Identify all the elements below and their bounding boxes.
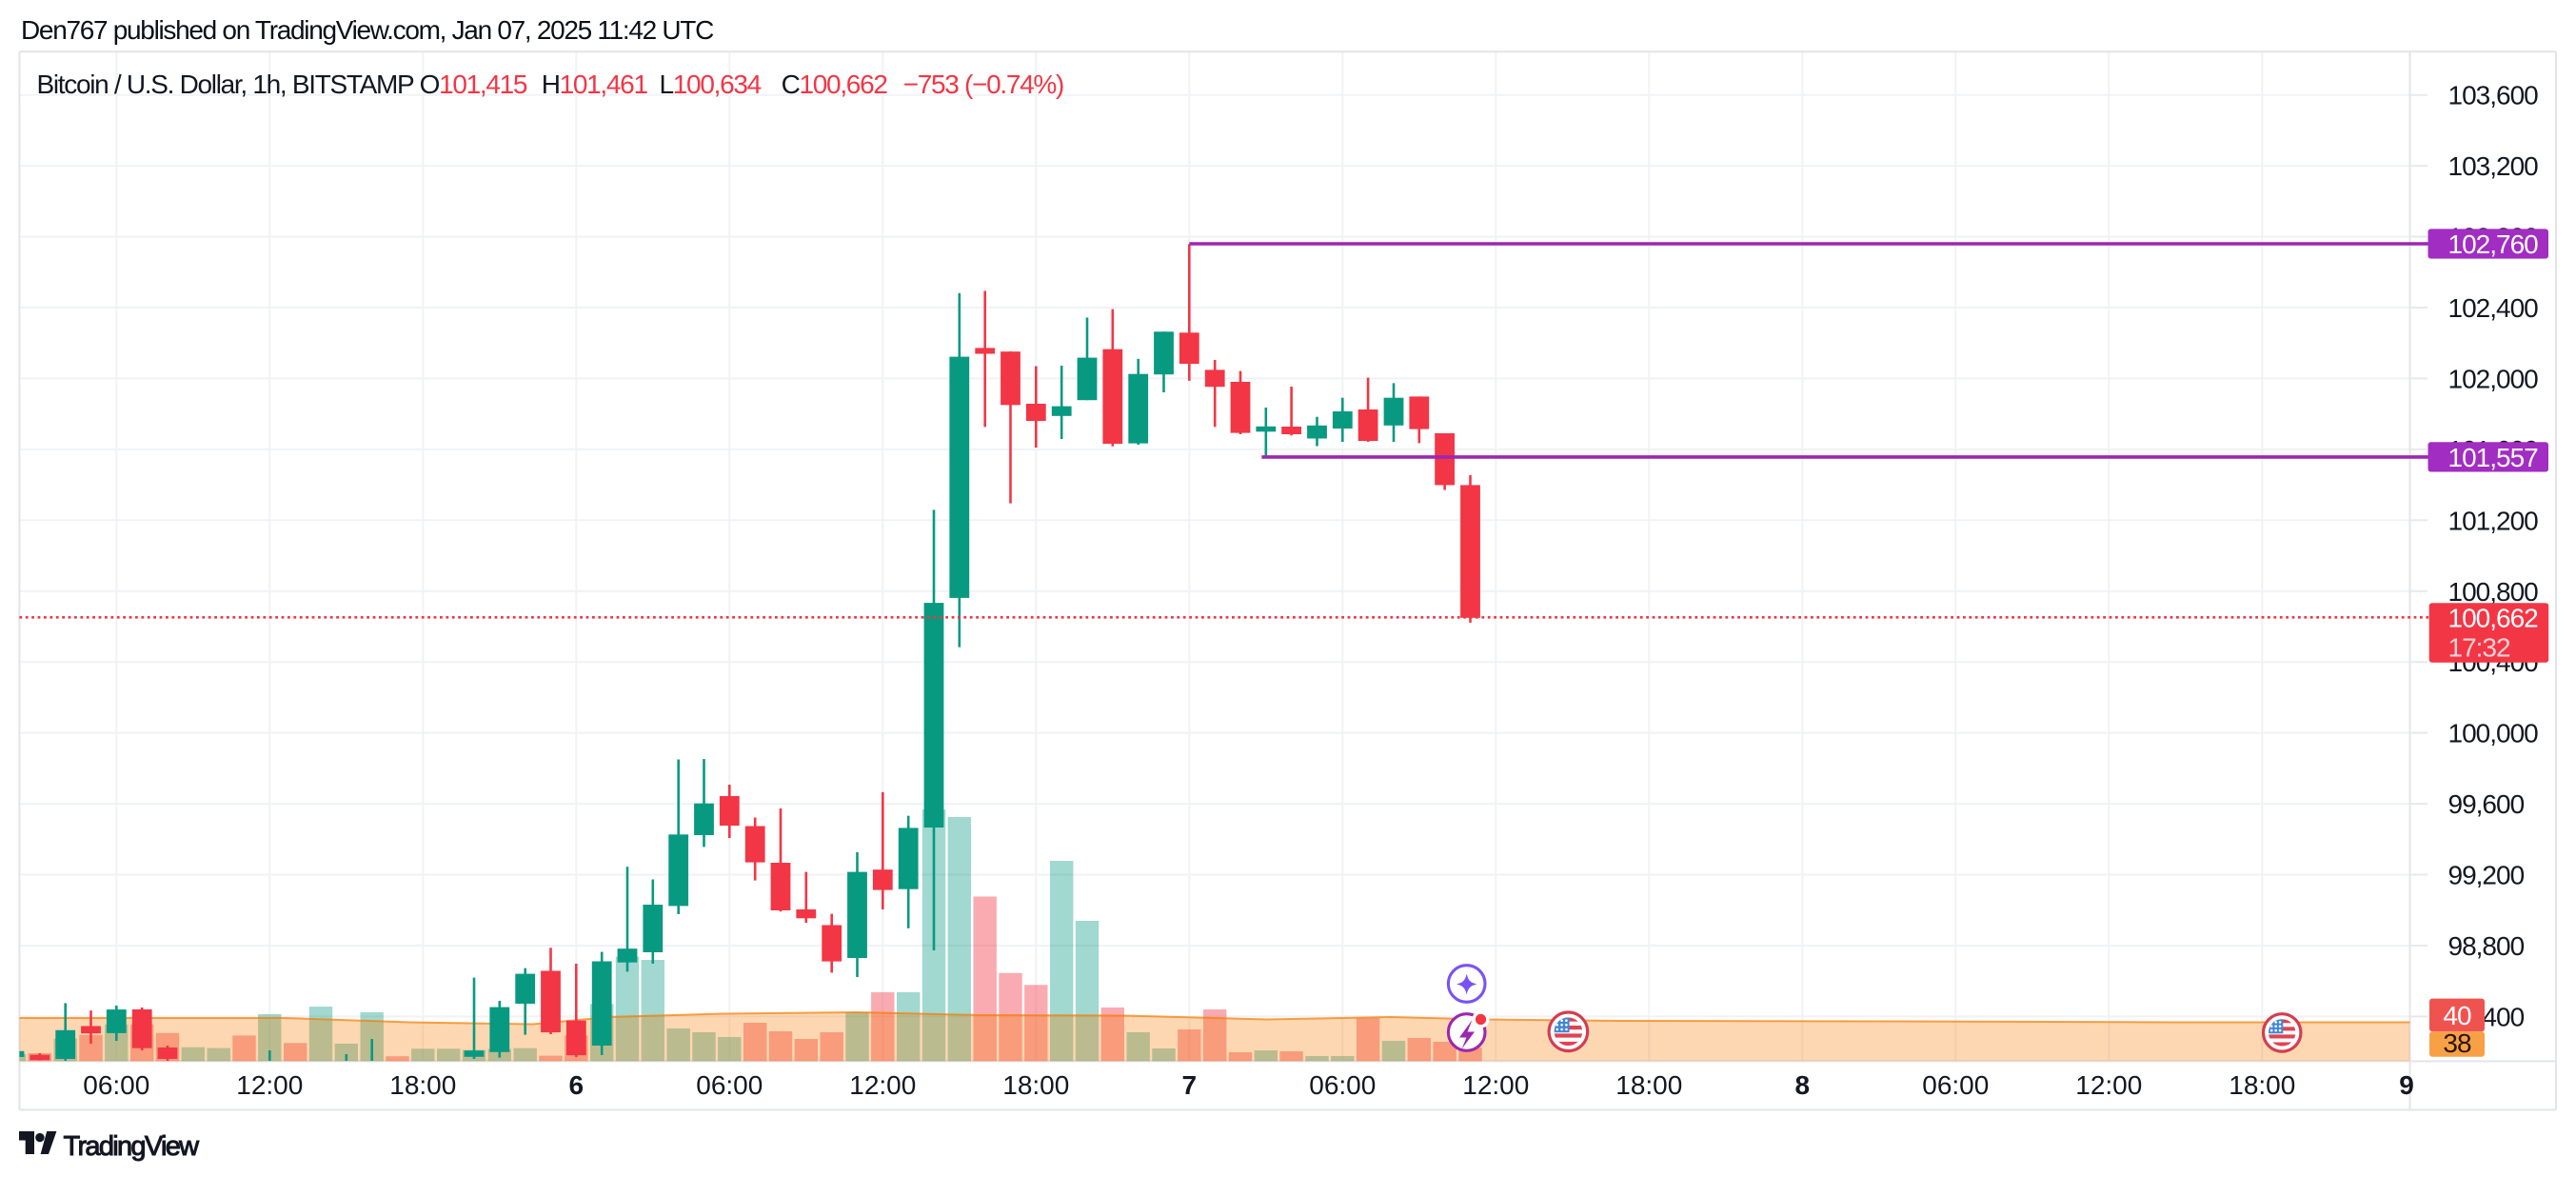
svg-text:O101,415: O101,415 bbox=[420, 70, 527, 99]
svg-text:101,557: 101,557 bbox=[2448, 443, 2539, 472]
svg-text:9: 9 bbox=[2399, 1070, 2414, 1100]
svg-text:6: 6 bbox=[569, 1070, 585, 1100]
svg-text:Den767 published on TradingVie: Den767 published on TradingView.com, Jan… bbox=[21, 15, 714, 45]
svg-text:100,800: 100,800 bbox=[2448, 577, 2539, 607]
svg-text:18:00: 18:00 bbox=[1002, 1070, 1069, 1100]
svg-text:7: 7 bbox=[1182, 1070, 1198, 1100]
svg-text:−753 (−0.74%): −753 (−0.74%) bbox=[903, 70, 1063, 99]
svg-text:18:00: 18:00 bbox=[389, 1070, 456, 1100]
svg-text:06:00: 06:00 bbox=[1922, 1070, 1989, 1100]
svg-text:12:00: 12:00 bbox=[849, 1070, 916, 1100]
svg-text:06:00: 06:00 bbox=[83, 1070, 149, 1100]
svg-text:17:32: 17:32 bbox=[2448, 632, 2510, 662]
svg-text:H101,461: H101,461 bbox=[542, 70, 648, 99]
svg-text:98,800: 98,800 bbox=[2448, 931, 2525, 961]
svg-text:101,200: 101,200 bbox=[2448, 506, 2539, 535]
svg-text:100,000: 100,000 bbox=[2448, 719, 2539, 748]
svg-text:102,000: 102,000 bbox=[2448, 364, 2539, 393]
svg-text:Bitcoin / U.S. Dollar, 1h, BIT: Bitcoin / U.S. Dollar, 1h, BITSTAMP bbox=[37, 70, 415, 99]
svg-text:06:00: 06:00 bbox=[696, 1070, 763, 1100]
svg-text:99,600: 99,600 bbox=[2448, 789, 2525, 819]
svg-text:38: 38 bbox=[2443, 1028, 2471, 1058]
svg-text:12:00: 12:00 bbox=[236, 1070, 303, 1100]
svg-text:C100,662: C100,662 bbox=[782, 70, 888, 99]
svg-text:12:00: 12:00 bbox=[1462, 1070, 1529, 1100]
svg-text:12:00: 12:00 bbox=[2075, 1070, 2142, 1100]
svg-text:102,400: 102,400 bbox=[2448, 293, 2539, 323]
svg-text:L100,634: L100,634 bbox=[660, 70, 762, 99]
svg-text:102,760: 102,760 bbox=[2448, 229, 2539, 259]
svg-text:06:00: 06:00 bbox=[1309, 1070, 1376, 1100]
svg-text:18:00: 18:00 bbox=[1615, 1070, 1682, 1100]
svg-text:40: 40 bbox=[2443, 1001, 2471, 1030]
svg-text:TradingView: TradingView bbox=[64, 1131, 201, 1162]
svg-text:103,600: 103,600 bbox=[2448, 81, 2539, 110]
svg-text:18:00: 18:00 bbox=[2229, 1070, 2295, 1100]
svg-text:103,200: 103,200 bbox=[2448, 151, 2539, 181]
svg-text:100,662: 100,662 bbox=[2448, 603, 2539, 632]
svg-text:8: 8 bbox=[1795, 1070, 1811, 1100]
svg-text:99,200: 99,200 bbox=[2448, 861, 2525, 890]
